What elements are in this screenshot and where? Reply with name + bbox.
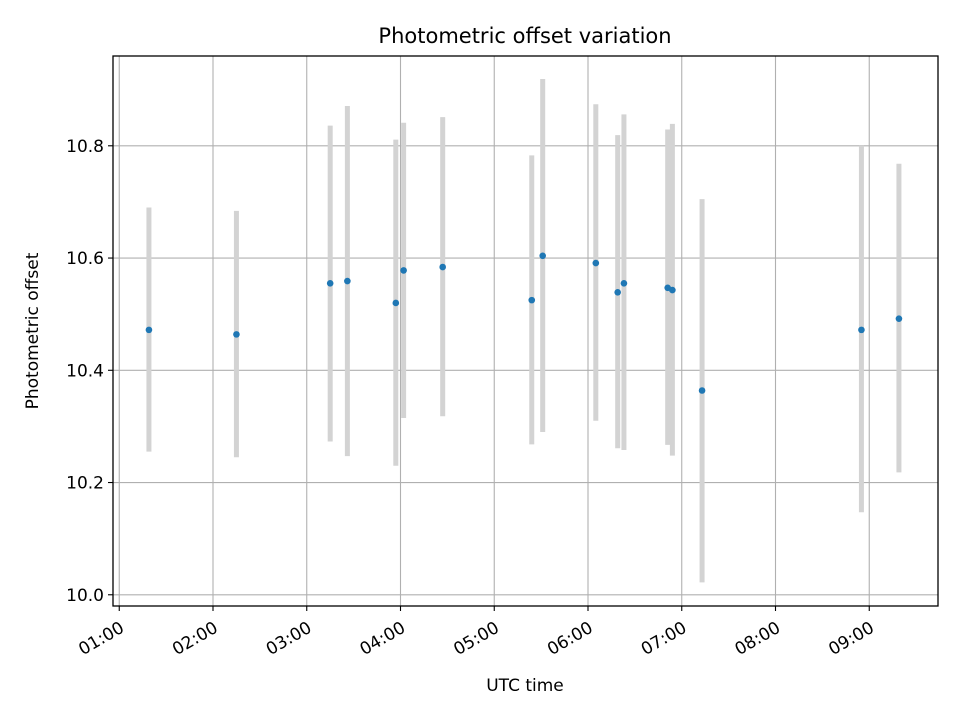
data-point (233, 331, 240, 338)
chart-title: Photometric offset variation (378, 24, 671, 48)
y-tick-label: 10.4 (66, 361, 104, 381)
data-point (592, 259, 600, 267)
x-axis-label: UTC time (486, 676, 564, 696)
data-point (326, 279, 334, 287)
y-tick-label: 10.2 (66, 474, 104, 494)
plot-frame (112, 55, 939, 607)
data-point (344, 277, 351, 285)
data-point (539, 252, 546, 260)
data-point (392, 299, 400, 307)
data-point (858, 326, 865, 334)
y-tick-label: 10.8 (66, 137, 104, 157)
y-axis-ticks: 10.0 10.2 10.4 10.6 10.8 (66, 137, 113, 606)
y-tick-label: 10.0 (66, 586, 104, 606)
y-axis-label: Photometric offset (23, 252, 43, 409)
data-point (620, 279, 628, 287)
grid (113, 56, 938, 606)
data-point (669, 286, 676, 294)
data-point (439, 263, 446, 271)
data-point (614, 288, 621, 296)
y-tick-label: 10.6 (66, 249, 104, 269)
data-point (698, 387, 706, 394)
data-point (145, 326, 153, 334)
data-point (528, 296, 536, 304)
data-point (895, 315, 903, 322)
data-points (145, 252, 903, 394)
data-point (400, 267, 407, 274)
